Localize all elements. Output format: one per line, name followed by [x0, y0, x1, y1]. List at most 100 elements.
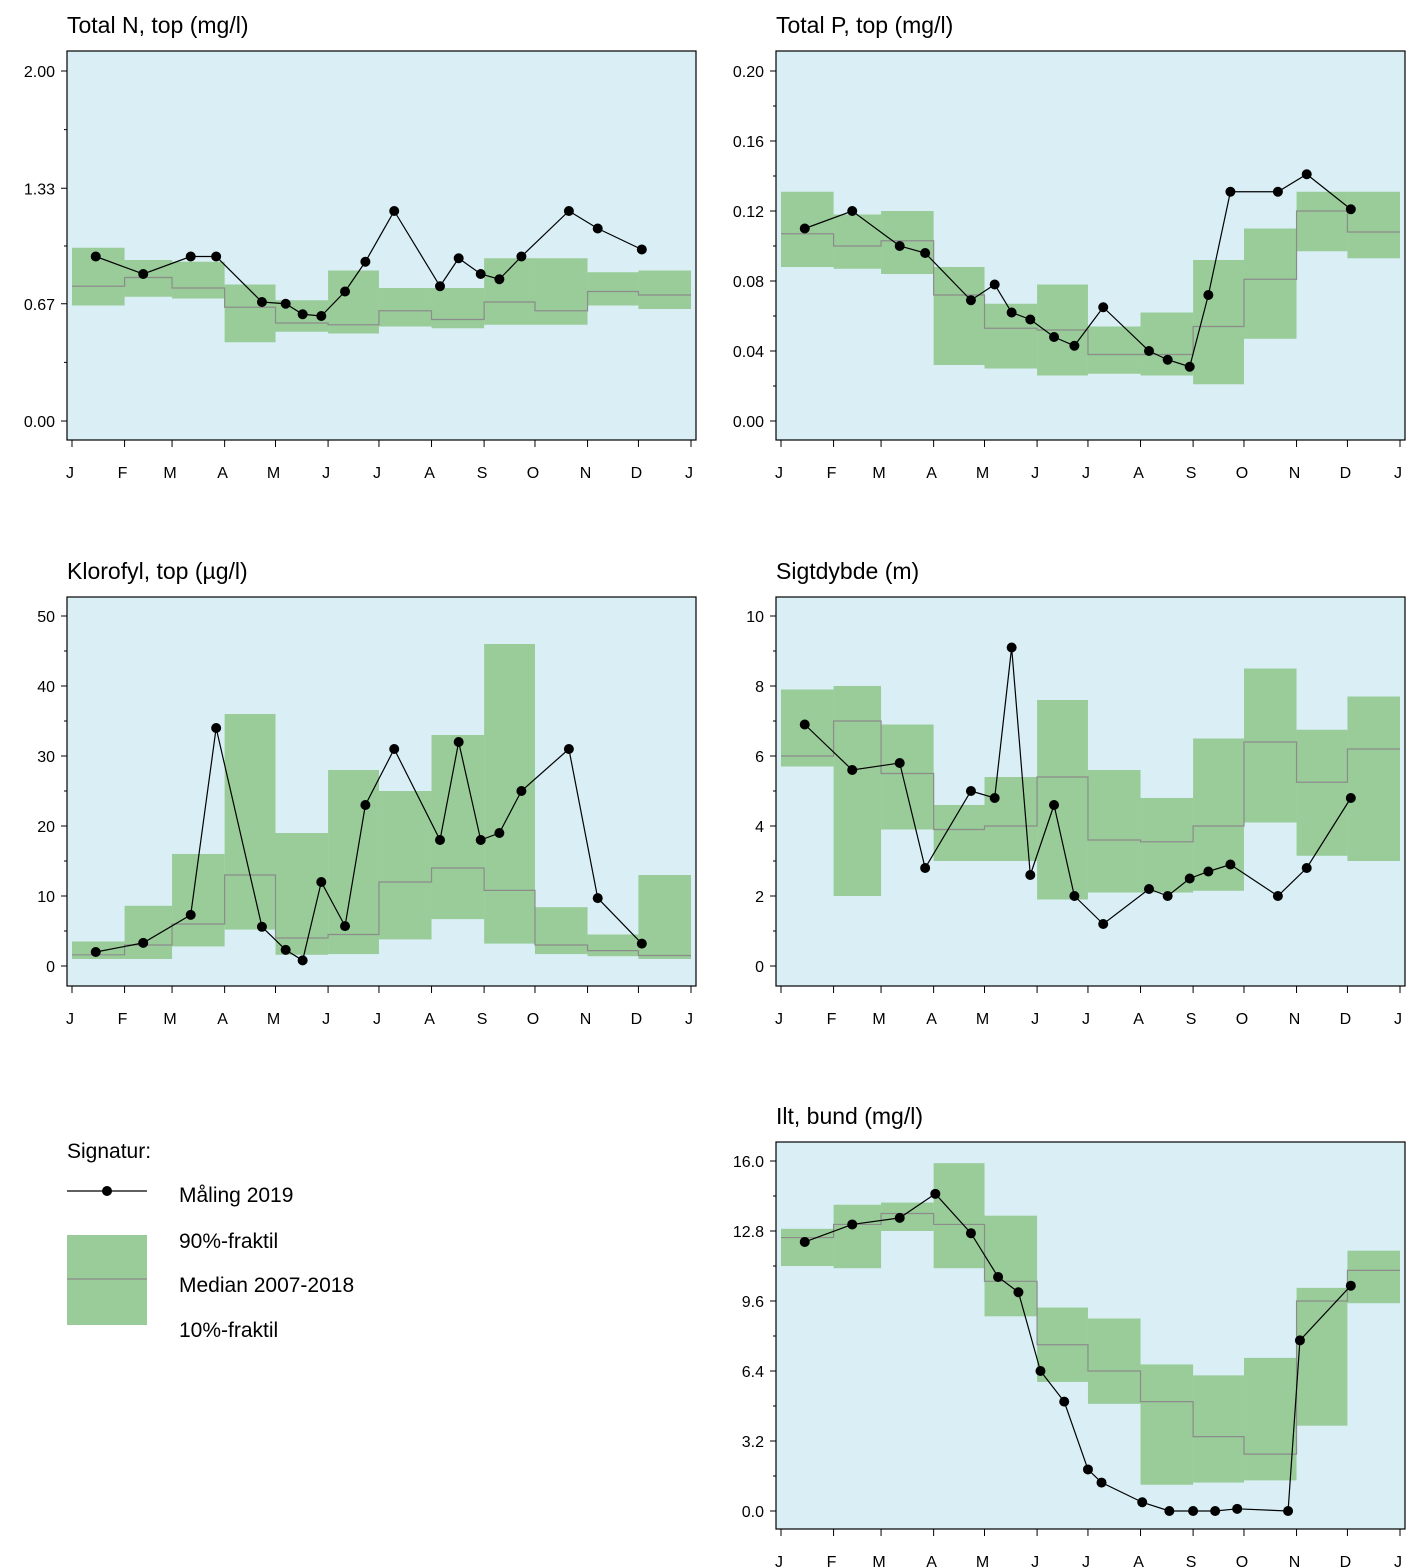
measurement-point	[475, 269, 486, 279]
percentile-band-month	[984, 777, 1038, 861]
percentile-band-month	[833, 1204, 882, 1269]
measurement-point	[1345, 1280, 1356, 1291]
percentile-band-month	[881, 1202, 934, 1231]
x-tick-label: S	[1186, 1554, 1197, 1568]
measurement-point	[1144, 884, 1155, 894]
percentile-band-month	[378, 288, 432, 327]
measurement-point	[1203, 290, 1214, 300]
measurement-point	[592, 893, 603, 904]
measurement-point	[185, 909, 196, 920]
y-tick-label: 10	[37, 889, 55, 906]
measurement-point	[1232, 1503, 1243, 1514]
percentile-band-month	[484, 644, 535, 944]
measurement-point	[1345, 204, 1356, 215]
measurement-point	[1188, 1506, 1199, 1516]
x-tick-label: J	[1031, 1011, 1039, 1028]
measurement-point	[920, 863, 931, 873]
measurement-point	[894, 1212, 905, 1223]
measurement-point	[316, 877, 327, 887]
y-tick-label: 0.04	[733, 344, 764, 361]
x-tick-label: M	[872, 1554, 885, 1568]
measurement-point	[636, 938, 647, 949]
percentile-band-month	[638, 270, 691, 309]
measurement-point	[297, 309, 308, 320]
x-tick-label: O	[1236, 1554, 1248, 1568]
legend-median-label: Median 2007-2018	[179, 1274, 354, 1297]
x-tick-label: S	[1186, 465, 1197, 482]
percentile-band-month	[1193, 1375, 1244, 1483]
percentile-band-month	[124, 905, 173, 959]
x-tick-label: D	[1340, 1554, 1352, 1568]
x-tick-label: J	[775, 1554, 783, 1568]
x-tick-label: J	[685, 1011, 693, 1028]
y-tick-label: 50	[37, 609, 55, 626]
x-tick-label: J	[322, 1011, 330, 1028]
measurement-point	[1059, 1396, 1070, 1407]
measurement-point	[636, 244, 647, 255]
measurement-point	[1069, 891, 1080, 901]
x-tick-label: M	[976, 1011, 989, 1028]
percentile-band-month	[881, 211, 934, 274]
measurement-point	[256, 921, 267, 932]
y-tick-label: 0.16	[733, 134, 764, 151]
x-tick-label: N	[1289, 465, 1301, 482]
measurement-point	[516, 251, 527, 262]
measurement-point	[965, 1228, 976, 1239]
chart-klorofyl: Klorofyl, top (µg/l) 0 10 20 30 40 50 J F M A M J J A S…	[37, 558, 697, 1028]
legend-band-swatch	[67, 1235, 147, 1325]
percentile-band-month	[172, 854, 225, 947]
percentile-band-month	[1243, 228, 1297, 339]
y-tick-label: 2.00	[24, 64, 55, 81]
y-tick-label: 12.8	[733, 1224, 764, 1241]
percentile-band-month	[984, 1215, 1038, 1317]
x-tick-label: J	[1082, 465, 1090, 482]
x-tick-label: J	[66, 1011, 74, 1028]
x-tick-label: D	[631, 1011, 643, 1028]
y-tick-label: 3.2	[742, 1434, 764, 1451]
median-step-line	[781, 720, 1400, 843]
median-step-line	[72, 276, 691, 326]
measurement-point	[894, 241, 905, 251]
x-tick-label: J	[1031, 465, 1039, 482]
measurement-point	[1164, 1506, 1175, 1516]
x-tick-label: O	[1236, 1011, 1248, 1028]
legend-measurement-marker	[102, 1186, 112, 1196]
measurement-point	[894, 758, 905, 768]
percentile-band-month	[275, 833, 329, 955]
x-tick-label: A	[424, 465, 435, 482]
measurement-point	[435, 281, 446, 292]
x-tick-label: J	[685, 465, 693, 482]
x-tick-label: A	[1133, 1554, 1144, 1568]
y-tick-label: 0.12	[733, 204, 764, 221]
x-tick-label: F	[827, 1554, 837, 1568]
y-tick-label: 0	[46, 959, 55, 976]
measurement-point	[340, 286, 351, 297]
x-tick-label: N	[580, 465, 592, 482]
plot-background	[67, 51, 696, 440]
percentile-band-month	[1296, 191, 1348, 252]
y-tick-label: 9.6	[742, 1294, 764, 1311]
legend-heading: Signatur:	[67, 1140, 151, 1163]
percentile-band-month	[1347, 696, 1400, 861]
measurement-point	[1006, 307, 1017, 318]
legend-p10-label: 10%-fraktil	[179, 1319, 278, 1342]
percentile-band-month	[1087, 326, 1141, 374]
x-tick-label: D	[1340, 465, 1352, 482]
measurement-point	[211, 251, 222, 262]
y-tick-label: 8	[755, 679, 764, 696]
x-tick-label: J	[1394, 1554, 1402, 1568]
percentile-band-month	[587, 272, 639, 306]
x-tick-label: N	[1289, 1554, 1301, 1568]
measurement-point	[453, 253, 464, 264]
chart-title: Sigtdybde (m)	[776, 558, 919, 584]
x-tick-label: A	[926, 1011, 937, 1028]
chart-total-n: Total N, top (mg/l) 0.00 0.67 1.33 2.00 J F M A M…	[24, 12, 697, 482]
measurement-point	[138, 937, 149, 948]
y-tick-label: 4	[755, 819, 764, 836]
percentile-band-month	[1296, 1287, 1348, 1426]
x-tick-label: M	[267, 465, 280, 482]
measurement-point	[1345, 793, 1356, 803]
x-tick-label: O	[527, 465, 539, 482]
measurement-point	[1025, 870, 1036, 880]
measurement-point	[989, 279, 1000, 290]
